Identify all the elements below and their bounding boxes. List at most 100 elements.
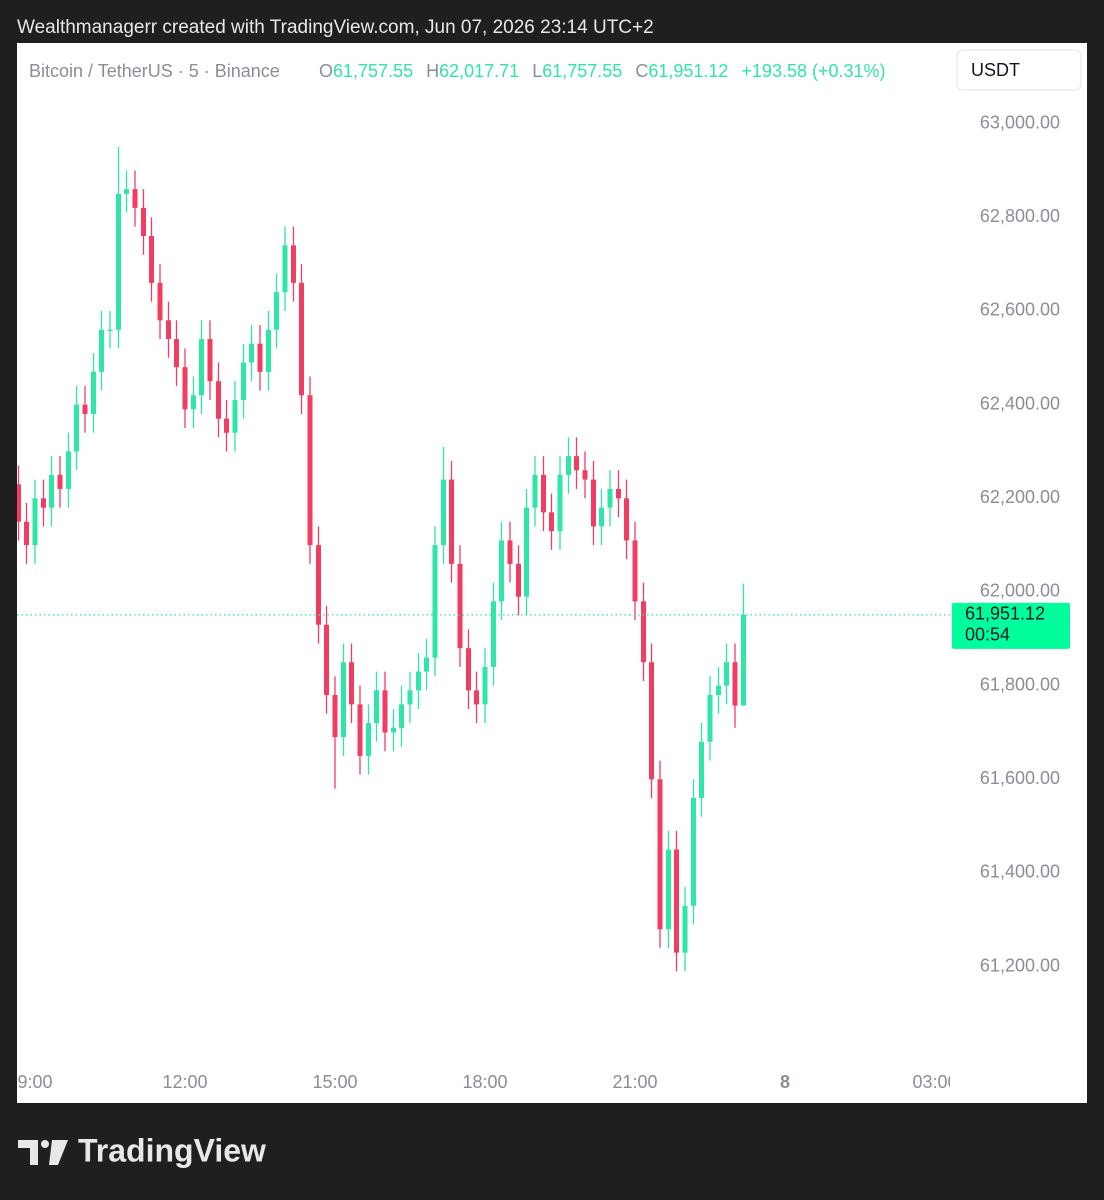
countdown: 00:54: [965, 625, 1010, 645]
x-tick-label: 12:00: [162, 1072, 207, 1092]
candle-body: [66, 451, 71, 489]
candle-body: [724, 662, 729, 686]
candle-body: [499, 540, 504, 602]
candle-body: [699, 741, 704, 799]
candle-body: [516, 563, 521, 597]
brand-name: TradingView: [78, 1132, 266, 1168]
legend-value: 62,017.71: [439, 61, 519, 81]
candle-body: [41, 498, 46, 508]
candle-body: [232, 399, 238, 433]
candle-body: [474, 690, 479, 705]
currency-label[interactable]: USDT: [971, 60, 1020, 80]
candle-body: [324, 624, 329, 696]
candle-body: [207, 339, 213, 382]
x-tick-label: 03:00: [912, 1072, 957, 1092]
candle-body: [332, 695, 338, 738]
brand-logo: [18, 1140, 68, 1165]
candle-body: [216, 381, 221, 419]
candle-body: [266, 329, 271, 372]
candle-body: [382, 690, 388, 733]
candle-body: [524, 507, 529, 597]
candle-body: [74, 404, 79, 452]
candle-body: [132, 189, 138, 208]
candle-body: [91, 371, 96, 414]
candle-body: [466, 648, 471, 691]
candle-body: [17, 484, 21, 522]
candle-body: [249, 343, 254, 363]
candle-body: [732, 662, 738, 706]
y-tick-label: 63,000.00: [980, 112, 1060, 132]
candle-body: [391, 727, 396, 733]
candle-body: [241, 362, 246, 400]
chart-frame: [17, 43, 1087, 1103]
candle-body: [191, 395, 196, 410]
candle-body: [174, 339, 179, 368]
x-axis: 9:00 12:00 15:00 18:00 21:00 8 03:00: [17, 1072, 957, 1092]
candle-body: [666, 849, 671, 930]
y-tick-label: 62,800.00: [980, 206, 1060, 226]
y-tick-label: 62,600.00: [980, 300, 1060, 320]
candle-body: [182, 367, 188, 410]
candle-body: [566, 456, 571, 475]
candle-body: [224, 418, 229, 433]
candle-body: [357, 704, 363, 756]
candle-body: [707, 695, 713, 742]
candle-body: [374, 690, 379, 724]
candle-body: [599, 507, 604, 527]
candle-body: [399, 704, 404, 728]
x-tick-label: 18:00: [462, 1072, 507, 1092]
candle-body: [82, 404, 88, 414]
x-tick-label: 21:00: [612, 1072, 657, 1092]
y-tick-label: 62,000.00: [980, 581, 1060, 601]
currency-button[interactable]: [956, 49, 1082, 91]
candle-body: [124, 189, 129, 194]
candle-body: [141, 207, 146, 237]
y-tick-label: 62,200.00: [980, 487, 1060, 507]
y-tick-label: 61,400.00: [980, 862, 1060, 882]
candle-body: [507, 540, 513, 564]
header: Wealthmanagerr created with TradingView.…: [17, 17, 654, 38]
candle-body: [616, 488, 621, 499]
candle-body: [741, 614, 746, 706]
candle-body: [532, 474, 538, 508]
candle-body: [657, 779, 663, 930]
candle-body: [299, 282, 304, 396]
candle-body: [607, 488, 613, 508]
candle-body: [107, 329, 113, 331]
candle-body: [682, 905, 688, 953]
candle-body: [257, 343, 263, 372]
candle-body: [349, 662, 354, 705]
candle-body: [49, 474, 54, 508]
candle-body: [99, 329, 104, 372]
candle-body: [574, 456, 579, 471]
legend-value: 61,757.55: [542, 61, 622, 81]
candle-body: [166, 320, 171, 340]
legend-key: H: [426, 61, 439, 81]
candle-body: [282, 245, 288, 293]
legend-key: L: [532, 61, 542, 81]
legend-change: +193.58 (+0.31%): [741, 61, 885, 81]
candle-body: [691, 798, 696, 906]
candle-body: [157, 282, 163, 321]
candle-body: [416, 671, 421, 691]
candle-body: [457, 563, 463, 649]
y-tick-label: 61,200.00: [980, 955, 1060, 975]
last-price-box: [952, 602, 1070, 649]
candle-body: [649, 662, 654, 780]
axes: 61,200.00 61,400.00 61,600.00 61,800.00 62,0…: [17, 112, 1060, 1091]
legend-value: 61,757.55: [333, 61, 413, 81]
x-tick-label: 15:00: [312, 1072, 357, 1092]
y-tick-label: 62,400.00: [980, 393, 1060, 413]
candle-body: [541, 474, 546, 513]
candle-body: [424, 657, 429, 672]
legend-value: 61,951.12: [648, 61, 728, 81]
y-tick-label: 61,800.00: [980, 674, 1060, 694]
candle-body: [641, 601, 646, 663]
candle-body: [366, 723, 371, 756]
candle-body: [582, 470, 588, 480]
candle-body: [624, 498, 629, 541]
candle-body: [341, 662, 346, 738]
candle-body: [432, 545, 438, 658]
